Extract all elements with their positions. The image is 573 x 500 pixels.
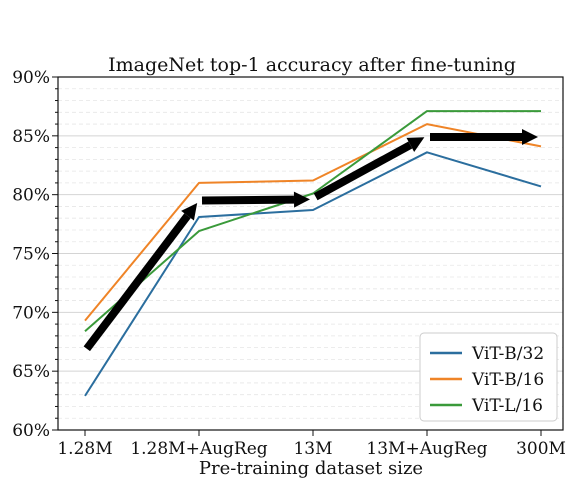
legend-label: ViT-B/16 <box>471 370 544 390</box>
y-tick-label: 70% <box>12 303 50 323</box>
legend-item: ViT-L/16 <box>430 396 543 416</box>
arrow-head <box>406 137 425 152</box>
x-tick-label: 1.28M <box>57 439 112 459</box>
arrow-shaft <box>201 195 295 205</box>
legend-box <box>419 332 558 422</box>
y-tick-label: 60% <box>12 421 50 441</box>
arrow <box>430 129 538 146</box>
arrow <box>313 137 425 201</box>
arrow-head <box>522 129 538 146</box>
x-tick-label: 13M <box>293 439 332 459</box>
legend-label: ViT-L/16 <box>471 396 543 416</box>
arrow-head <box>293 191 311 208</box>
y-tick-label: 80% <box>12 186 50 206</box>
x-tick-label: 1.28M+AugReg <box>130 439 267 459</box>
legend: ViT-B/32 ViT-B/16 ViT-L/16 <box>419 332 558 422</box>
x-axis-label: Pre-training dataset size <box>199 458 423 479</box>
axis-ticks: 60% 65% 70% 75% 80% 85% 90% 1.28M 1.28M+AugReg 13… <box>12 68 566 459</box>
y-tick-label: 75% <box>12 245 50 265</box>
legend-item: ViT-B/32 <box>430 344 544 364</box>
arrow-annotations <box>83 129 538 352</box>
legend-item: ViT-B/16 <box>430 370 544 390</box>
legend-label: ViT-B/32 <box>471 344 544 364</box>
arrow-shaft <box>313 141 413 201</box>
series-line <box>84 110 541 332</box>
x-tick-label: 13M+AugReg <box>366 439 487 459</box>
series-lines <box>84 110 542 397</box>
arrow-shaft <box>83 213 191 352</box>
grid <box>58 88 563 419</box>
chart-title: ImageNet top-1 accuracy after fine-tunin… <box>108 54 516 76</box>
arrow <box>201 191 311 208</box>
arrow-head <box>181 202 198 221</box>
y-tick-label: 65% <box>12 362 50 382</box>
x-tick-label: 300M <box>516 439 566 459</box>
series-line <box>84 151 542 397</box>
y-tick-label: 85% <box>12 127 50 147</box>
series-line <box>84 123 542 322</box>
y-tick-label: 90% <box>12 68 50 88</box>
arrow <box>83 202 198 352</box>
